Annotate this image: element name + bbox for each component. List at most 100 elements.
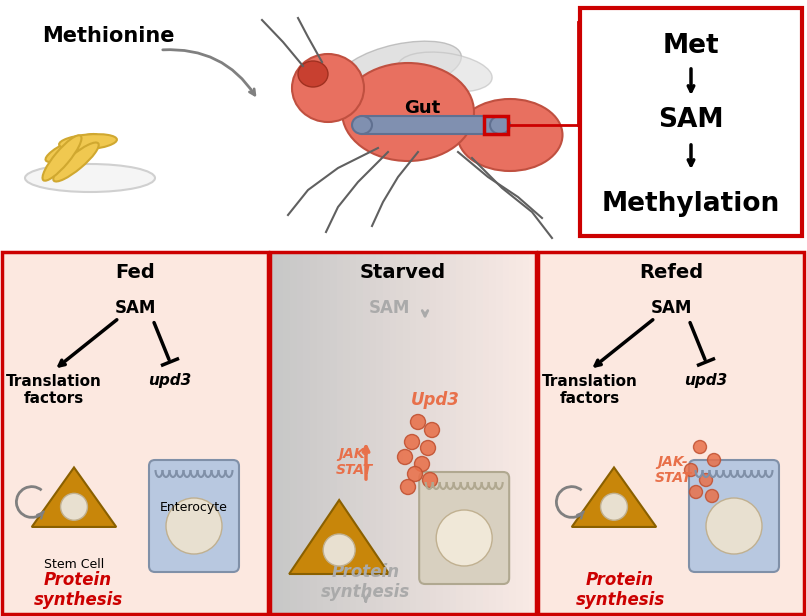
Bar bbox=[362, 116, 500, 134]
Circle shape bbox=[436, 510, 492, 566]
Bar bbox=[343, 252, 351, 614]
Circle shape bbox=[398, 450, 412, 464]
Circle shape bbox=[706, 498, 762, 554]
Bar bbox=[376, 252, 384, 614]
Ellipse shape bbox=[298, 61, 328, 87]
Circle shape bbox=[411, 415, 425, 429]
Circle shape bbox=[408, 466, 423, 482]
Circle shape bbox=[323, 534, 355, 566]
Bar bbox=[429, 252, 437, 614]
Text: Methylation: Methylation bbox=[602, 191, 780, 217]
Text: Stem Cell: Stem Cell bbox=[44, 557, 104, 570]
Polygon shape bbox=[572, 468, 656, 527]
Bar bbox=[449, 252, 458, 614]
Text: upd3: upd3 bbox=[684, 373, 728, 387]
Ellipse shape bbox=[398, 52, 492, 92]
Circle shape bbox=[400, 479, 416, 495]
Ellipse shape bbox=[59, 134, 117, 150]
Circle shape bbox=[404, 434, 420, 450]
Bar bbox=[396, 252, 404, 614]
Ellipse shape bbox=[292, 54, 364, 122]
Bar bbox=[283, 252, 291, 614]
Text: SAM: SAM bbox=[115, 299, 156, 317]
Bar bbox=[316, 252, 324, 614]
Bar bbox=[476, 252, 484, 614]
Bar bbox=[410, 252, 417, 614]
Text: JAK-
STAT: JAK- STAT bbox=[654, 455, 692, 485]
Text: Upd3: Upd3 bbox=[411, 391, 459, 409]
Bar bbox=[483, 252, 491, 614]
Polygon shape bbox=[31, 468, 116, 527]
Bar bbox=[337, 252, 344, 614]
Bar bbox=[496, 252, 504, 614]
Text: Refed: Refed bbox=[639, 262, 703, 282]
Text: Starved: Starved bbox=[360, 262, 446, 282]
Bar bbox=[370, 252, 378, 614]
Circle shape bbox=[684, 463, 697, 477]
Bar bbox=[270, 252, 536, 614]
Circle shape bbox=[700, 474, 713, 487]
FancyBboxPatch shape bbox=[689, 460, 779, 572]
Text: Protein
synthesis: Protein synthesis bbox=[33, 570, 123, 609]
Bar bbox=[523, 252, 530, 614]
Circle shape bbox=[689, 485, 703, 498]
Ellipse shape bbox=[342, 63, 474, 161]
Bar bbox=[297, 252, 304, 614]
Circle shape bbox=[708, 453, 721, 466]
Bar bbox=[509, 252, 517, 614]
Circle shape bbox=[705, 490, 718, 503]
Bar bbox=[463, 252, 470, 614]
Circle shape bbox=[423, 472, 437, 487]
Text: JAK-
STAT: JAK- STAT bbox=[336, 447, 373, 477]
Ellipse shape bbox=[43, 136, 82, 180]
Bar bbox=[490, 252, 497, 614]
Bar bbox=[349, 252, 358, 614]
Bar bbox=[580, 8, 802, 236]
Circle shape bbox=[600, 493, 627, 521]
Bar bbox=[383, 252, 391, 614]
Bar bbox=[423, 252, 431, 614]
Ellipse shape bbox=[490, 116, 510, 134]
Circle shape bbox=[415, 456, 429, 471]
Bar bbox=[538, 252, 804, 614]
Bar bbox=[357, 252, 364, 614]
Bar bbox=[330, 252, 337, 614]
Bar bbox=[503, 252, 510, 614]
Ellipse shape bbox=[45, 134, 98, 162]
Ellipse shape bbox=[339, 41, 462, 95]
Bar bbox=[0, 0, 807, 250]
Bar bbox=[363, 252, 370, 614]
Circle shape bbox=[61, 493, 87, 521]
Bar bbox=[390, 252, 397, 614]
Circle shape bbox=[420, 440, 436, 455]
Bar bbox=[323, 252, 331, 614]
Text: Translation
factors: Translation factors bbox=[6, 374, 102, 406]
FancyBboxPatch shape bbox=[149, 460, 239, 572]
Text: upd3: upd3 bbox=[148, 373, 191, 387]
Bar bbox=[484, 116, 508, 134]
Bar bbox=[470, 252, 477, 614]
Bar bbox=[437, 252, 444, 614]
Bar bbox=[303, 252, 311, 614]
Polygon shape bbox=[289, 500, 389, 574]
Text: Methionine: Methionine bbox=[42, 26, 174, 46]
FancyBboxPatch shape bbox=[419, 472, 509, 584]
Text: Protein
synthesis: Protein synthesis bbox=[575, 570, 665, 609]
Bar bbox=[290, 252, 298, 614]
Text: SAM: SAM bbox=[368, 299, 410, 317]
Ellipse shape bbox=[53, 142, 98, 182]
Ellipse shape bbox=[458, 99, 562, 171]
Bar bbox=[2, 252, 268, 614]
Text: Gut: Gut bbox=[404, 99, 440, 117]
Text: SAM: SAM bbox=[659, 107, 724, 133]
Text: Enterocyte: Enterocyte bbox=[160, 500, 228, 514]
Circle shape bbox=[424, 423, 440, 437]
Text: Met: Met bbox=[663, 33, 719, 59]
Text: SAM: SAM bbox=[650, 299, 692, 317]
Bar bbox=[310, 252, 317, 614]
Circle shape bbox=[693, 440, 706, 453]
Ellipse shape bbox=[352, 116, 372, 134]
Text: Translation
factors: Translation factors bbox=[542, 374, 638, 406]
Text: Fed: Fed bbox=[115, 262, 155, 282]
Bar bbox=[516, 252, 524, 614]
